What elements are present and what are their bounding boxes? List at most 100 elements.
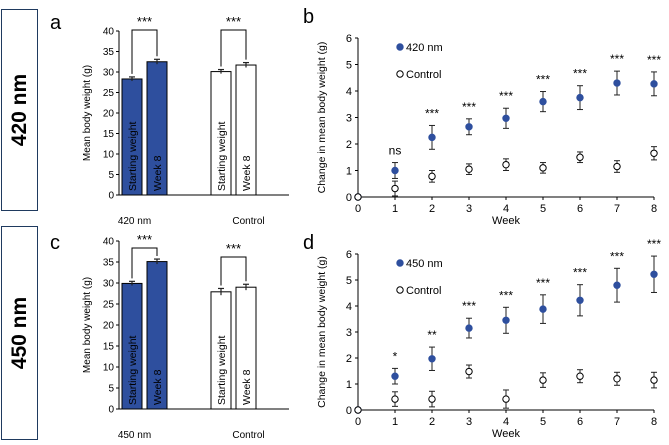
data-point-b-control (465, 165, 473, 173)
x-tick-label-d: 1 (392, 416, 398, 428)
data-point-b-control (428, 172, 436, 181)
y-tick-label-b: 6 (346, 33, 352, 45)
bar-label-c-0: Starting weight (127, 335, 139, 405)
significance-label-b-6: *** (573, 67, 587, 81)
data-point-d-control (428, 395, 436, 403)
significance-label-d-5: *** (536, 276, 550, 290)
data-point-d-control (465, 367, 473, 376)
bar-label-c-2: Starting weight (216, 335, 228, 405)
x-tick-label-b: 7 (614, 203, 620, 215)
bar-label-c-3: Week 8 (241, 369, 253, 405)
y-tick-label-d: 0 (346, 405, 352, 417)
legend-label-b-1: Control (406, 69, 441, 81)
y-tick-label-c: 40 (103, 237, 115, 248)
bar-label-c-1: Week 8 (152, 369, 164, 405)
significance-label-c-1: *** (226, 241, 241, 256)
y-axis-label-c: Mean body weight (g) (82, 277, 93, 373)
y-tick-label-d: 1 (346, 379, 352, 391)
significance-label-b-3: *** (462, 100, 476, 114)
x-tick-label-d: 0 (355, 416, 361, 428)
y-tick-label-a: 35 (103, 47, 115, 58)
y-tick-label-a: 40 (103, 27, 115, 38)
y-tick-label-c: 15 (103, 342, 115, 353)
panel-label-b: b (303, 6, 315, 28)
y-tick-label-a: 15 (103, 129, 115, 140)
significance-label-d-4: *** (499, 288, 513, 302)
data-point-d-control (502, 395, 510, 403)
x-tick-label-b: 4 (503, 203, 509, 215)
x-tick-label-b: 1 (392, 203, 398, 215)
x-tick-label-d: 4 (503, 416, 509, 428)
x-tick-label-b: 3 (466, 203, 472, 215)
x-axis-label-d: Week (492, 428, 520, 440)
y-tick-label-a: 25 (103, 88, 115, 99)
y-tick-label-c: 5 (108, 384, 114, 395)
x-tick-label-d: 2 (429, 416, 435, 428)
data-point-b-treated (576, 93, 584, 102)
data-point-d-treated (465, 324, 473, 332)
y-tick-label-c: 30 (103, 279, 115, 290)
legend-marker-d-0 (396, 259, 404, 267)
significance-label-b-5: *** (536, 73, 550, 87)
y-tick-label-b: 5 (346, 60, 352, 72)
significance-label-b-2: *** (425, 106, 439, 120)
significance-label-a-1: *** (226, 14, 241, 29)
panel-label-d: d (303, 232, 315, 254)
y-axis-label-d: Change in mean body weight (g) (316, 256, 328, 408)
significance-label-b-4: *** (499, 89, 513, 103)
data-point-b-treated (428, 133, 436, 142)
panel-label-c: c (50, 232, 60, 254)
data-point-b-treated (502, 114, 510, 122)
legend-label-d-0: 450 nm (406, 258, 443, 270)
x-tick-label-d: 3 (466, 416, 472, 428)
x-tick-label-b: 5 (540, 203, 546, 215)
y-axis-label-b: Change in mean body weight (g) (316, 42, 328, 194)
group-label-a-0: 420 nm (118, 216, 151, 227)
significance-label-d-3: *** (462, 299, 476, 313)
y-tick-label-a: 5 (108, 170, 114, 181)
significance-label-b-7: *** (610, 52, 624, 66)
data-point-b-treated (465, 123, 473, 131)
y-tick-label-c: 35 (103, 258, 115, 269)
data-point-d-control (391, 395, 399, 403)
legend-label-d-1: Control (406, 285, 441, 297)
data-point-b-control (539, 164, 547, 172)
significance-bracket-a-0 (131, 29, 158, 74)
x-tick-label-b: 8 (651, 203, 657, 215)
data-point-d-treated (613, 281, 621, 289)
data-point-d-control (354, 406, 362, 414)
data-point-b-treated (539, 97, 547, 106)
data-point-d-control (576, 372, 584, 380)
significance-bracket-c-0 (131, 247, 158, 279)
x-tick-label-d: 5 (540, 416, 546, 428)
y-tick-label-b: 2 (346, 139, 352, 151)
significance-label-c-0: *** (137, 232, 152, 247)
x-tick-label-b: 2 (429, 203, 435, 215)
significance-label-d-7: *** (610, 249, 624, 263)
significance-label-b-1: ns (389, 144, 402, 158)
y-tick-label-c: 0 (108, 405, 114, 416)
bar-label-a-3: Week 8 (241, 155, 253, 191)
legend-marker-b-0 (396, 43, 404, 51)
x-tick-label-d: 8 (651, 416, 657, 428)
data-point-d-control (613, 375, 621, 383)
y-tick-label-a: 20 (103, 109, 115, 120)
data-point-b-treated (650, 80, 658, 88)
bar-label-a-2: Starting weight (216, 121, 228, 191)
data-point-b-control (613, 162, 621, 171)
data-point-b-control (391, 184, 399, 193)
x-axis-label-b: Week (492, 215, 520, 227)
x-tick-label-d: 6 (577, 416, 583, 428)
data-point-b-control (502, 160, 510, 169)
row-label-box-420: 420 nm (1, 9, 38, 211)
group-label-a-1: Control (232, 216, 264, 227)
significance-label-d-6: *** (573, 266, 587, 280)
significance-label-d-8: *** (647, 237, 661, 251)
y-tick-label-a: 10 (103, 150, 115, 161)
data-point-b-control (354, 193, 362, 201)
data-point-d-treated (539, 305, 547, 313)
x-tick-label-b: 0 (355, 203, 361, 215)
significance-label-b-8: *** (647, 53, 661, 67)
y-tick-label-b: 4 (346, 86, 352, 98)
